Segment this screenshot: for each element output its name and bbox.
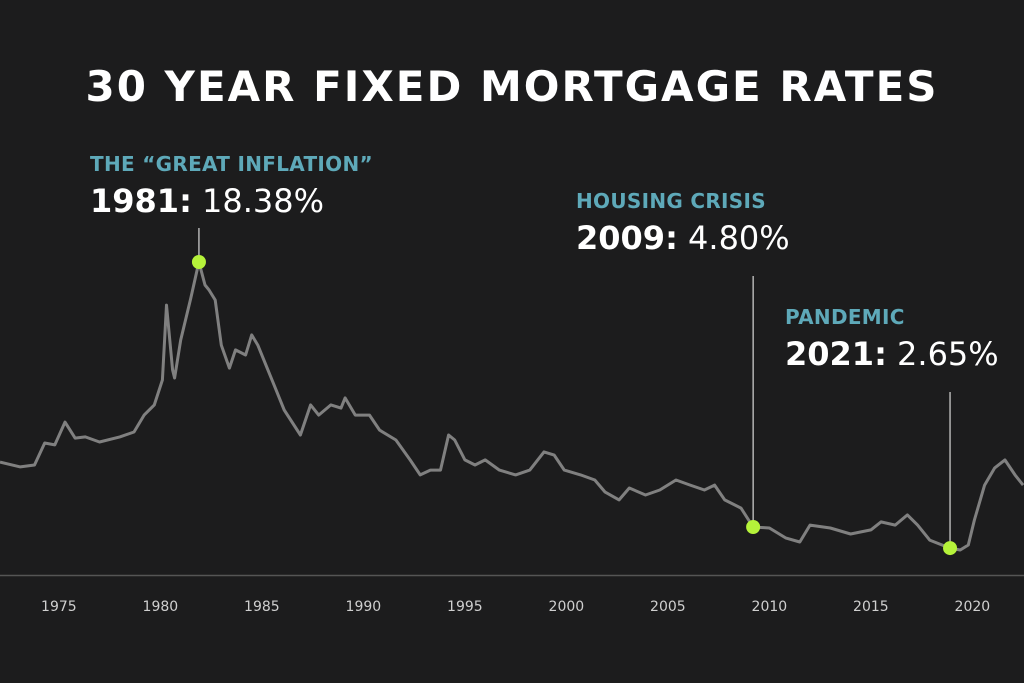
annotation-value: 18.38% — [202, 182, 325, 220]
annotation-housing-crisis: HOUSING CRISIS 2009: 4.80% — [576, 189, 790, 257]
x-tick-label-1980: 1980 — [143, 599, 179, 615]
annotation-value: 2.65% — [897, 335, 999, 373]
annotation-pandemic: PANDEMIC 2021: 2.65% — [785, 305, 999, 373]
annotation-year: 2009: — [576, 219, 678, 257]
x-tick-label-2010: 2010 — [752, 599, 788, 615]
x-tick-label-2015: 2015 — [853, 599, 889, 615]
x-tick-label-2020: 2020 — [955, 599, 991, 615]
annotation-value: 4.80% — [688, 219, 790, 257]
annotation-year: 1981: — [90, 182, 192, 220]
x-tick-label-1995: 1995 — [447, 599, 483, 615]
series-line — [0, 260, 1024, 552]
annotation-label: THE “GREAT INFLATION” — [90, 152, 373, 176]
chart-title: 30 YEAR FIXED MORTGAGE RATES — [85, 62, 939, 111]
x-tick-label-1985: 1985 — [244, 599, 280, 615]
annotation-label: HOUSING CRISIS — [576, 189, 766, 213]
annotation-label: PANDEMIC — [785, 305, 905, 329]
annotation-marker — [191, 255, 206, 270]
annotation-great-inflation: THE “GREAT INFLATION” 1981: 18.38% — [90, 152, 373, 220]
x-tick-label-1975: 1975 — [41, 599, 77, 615]
x-tick-label-2000: 2000 — [549, 599, 585, 615]
x-tick-label-1990: 1990 — [346, 599, 382, 615]
annotation-marker — [943, 541, 958, 556]
annotation-year: 2021: — [785, 335, 887, 373]
x-tick-label-2005: 2005 — [650, 599, 686, 615]
annotation-marker — [746, 520, 761, 535]
